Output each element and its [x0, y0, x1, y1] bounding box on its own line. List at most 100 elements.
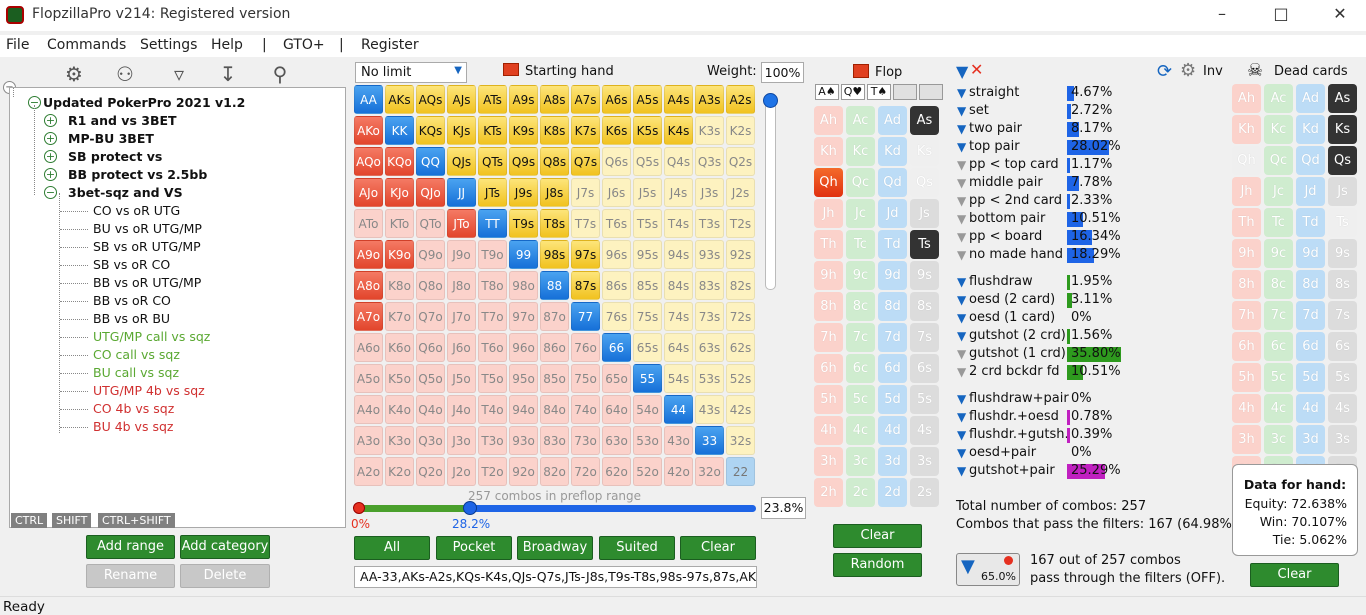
menu-settings[interactable]: Settings [140, 37, 198, 53]
inv-label[interactable]: Inv [1203, 64, 1223, 79]
hand-cell[interactable]: K6o [385, 333, 414, 362]
dead-card[interactable]: 3s [1328, 425, 1357, 454]
hand-cell[interactable]: 83o [540, 426, 569, 455]
expand-toggle-icon[interactable]: + [44, 150, 57, 163]
filter-icon[interactable]: ▼ [957, 464, 967, 478]
flop-card[interactable]: 5h [814, 385, 843, 414]
hand-cell[interactable]: A2o [354, 457, 383, 486]
dead-card[interactable]: Ac [1264, 84, 1293, 113]
flop-card[interactable]: 8c [846, 292, 875, 321]
dead-card[interactable]: 4s [1328, 394, 1357, 423]
hand-cell[interactable]: 55 [633, 364, 662, 393]
flop-card[interactable]: 9s [910, 261, 939, 290]
settings-gear-icon[interactable]: ⚙ [1180, 60, 1197, 81]
menu-help[interactable]: Help [211, 37, 243, 53]
hand-cell[interactable]: T3s [695, 209, 724, 238]
hand-cell[interactable]: J3s [695, 178, 724, 207]
tree-item[interactable]: BU 4b vs sqz [93, 419, 174, 434]
hand-cell[interactable]: QQ [416, 147, 445, 176]
menu-commands[interactable]: Commands [47, 37, 127, 53]
flop-slot[interactable]: T♠ [867, 84, 891, 100]
hand-cell[interactable]: J8s [540, 178, 569, 207]
dead-card[interactable]: 4d [1296, 394, 1325, 423]
hand-cell[interactable]: 72s [726, 302, 755, 331]
hand-cell[interactable]: Q9o [416, 240, 445, 269]
minimize-button[interactable]: – [1218, 4, 1226, 23]
dead-card[interactable]: As [1328, 84, 1357, 113]
flop-card[interactable]: 8s [910, 292, 939, 321]
flop-card[interactable]: Kd [878, 137, 907, 166]
flop-card[interactable]: 7c [846, 323, 875, 352]
flop-card[interactable]: 2h [814, 478, 843, 507]
dead-card[interactable]: 4c [1264, 394, 1293, 423]
flop-card[interactable]: Jd [878, 199, 907, 228]
flop-slot[interactable]: A♠ [815, 84, 839, 100]
menu-register[interactable]: Register [361, 37, 419, 53]
flop-card[interactable]: 9c [846, 261, 875, 290]
hand-cell[interactable]: J6s [602, 178, 631, 207]
dead-card[interactable]: Td [1296, 208, 1325, 237]
dead-card[interactable]: 5h [1232, 363, 1261, 392]
dead-card[interactable]: Qd [1296, 146, 1325, 175]
hand-cell[interactable]: K5s [633, 116, 662, 145]
hand-cell[interactable]: ATo [354, 209, 383, 238]
hand-cell[interactable]: 88 [540, 271, 569, 300]
hand-cell[interactable]: K7s [571, 116, 600, 145]
menu-file[interactable]: File [6, 37, 30, 53]
hand-cell[interactable]: 95s [633, 240, 662, 269]
hand-cell[interactable]: 44 [664, 395, 693, 424]
dead-card[interactable]: 9d [1296, 239, 1325, 268]
dead-card[interactable]: Ts [1328, 208, 1357, 237]
limit-select[interactable]: No limit ▼ [355, 62, 467, 83]
flop-card[interactable]: Ts [910, 230, 939, 259]
flop-card[interactable]: Qs [910, 168, 939, 197]
dead-card[interactable]: 4h [1232, 394, 1261, 423]
dead-card[interactable]: Kd [1296, 115, 1325, 144]
hand-cell[interactable]: 74o [571, 395, 600, 424]
filter-icon[interactable]: ▼ [957, 410, 967, 424]
hand-cell[interactable]: Q9s [509, 147, 538, 176]
hand-cell[interactable]: T8s [540, 209, 569, 238]
hand-cell[interactable]: 42s [726, 395, 755, 424]
all-button[interactable]: All [354, 536, 430, 560]
hand-cell[interactable]: 52o [633, 457, 662, 486]
hand-cell[interactable]: 43o [664, 426, 693, 455]
hand-cell[interactable]: K7o [385, 302, 414, 331]
dead-card[interactable]: 6d [1296, 332, 1325, 361]
hand-cell[interactable]: A8o [354, 271, 383, 300]
hand-cell[interactable]: Q7o [416, 302, 445, 331]
hand-cell[interactable]: J9s [509, 178, 538, 207]
weight-input[interactable]: 100% [761, 62, 804, 83]
hand-cell[interactable]: A5s [633, 85, 662, 114]
tree-item[interactable]: R1 and vs 3BET [68, 113, 177, 128]
filter-icon[interactable]: ▼ [957, 194, 967, 208]
hand-cell[interactable]: J7s [571, 178, 600, 207]
hand-cell[interactable]: 95o [509, 364, 538, 393]
hand-cell[interactable]: A9o [354, 240, 383, 269]
hand-cell[interactable]: 99 [509, 240, 538, 269]
hand-cell[interactable]: J2s [726, 178, 755, 207]
hand-cell[interactable]: 43s [695, 395, 724, 424]
hand-cell[interactable]: 76s [602, 302, 631, 331]
flop-card[interactable]: 4s [910, 416, 939, 445]
hand-cell[interactable]: AJs [447, 85, 476, 114]
tree-item[interactable]: CO call vs sqz [93, 347, 180, 362]
hand-cell[interactable]: Q7s [571, 147, 600, 176]
import-icon[interactable]: ↧ [219, 62, 237, 86]
filter-icon[interactable]: ▼ [957, 347, 967, 361]
hand-cell[interactable]: 54s [664, 364, 693, 393]
hand-cell[interactable]: A5o [354, 364, 383, 393]
filter-toggle-button[interactable]: ▼ 65.0% [956, 553, 1020, 586]
tree-item[interactable]: UTG/MP 4b vs sqz [93, 383, 205, 398]
tree-item[interactable]: SB vs oR UTG/MP [93, 239, 201, 254]
dead-card[interactable]: 7c [1264, 301, 1293, 330]
dead-clear-button[interactable]: Clear [1250, 563, 1339, 587]
hand-cell[interactable]: K4s [664, 116, 693, 145]
dead-card[interactable]: 3h [1232, 425, 1261, 454]
hand-cell[interactable]: 54o [633, 395, 662, 424]
hand-cell[interactable]: 84o [540, 395, 569, 424]
dead-card[interactable]: 3c [1264, 425, 1293, 454]
hand-cell[interactable]: QTo [416, 209, 445, 238]
flop-card[interactable]: 7d [878, 323, 907, 352]
hand-cell[interactable]: K8o [385, 271, 414, 300]
